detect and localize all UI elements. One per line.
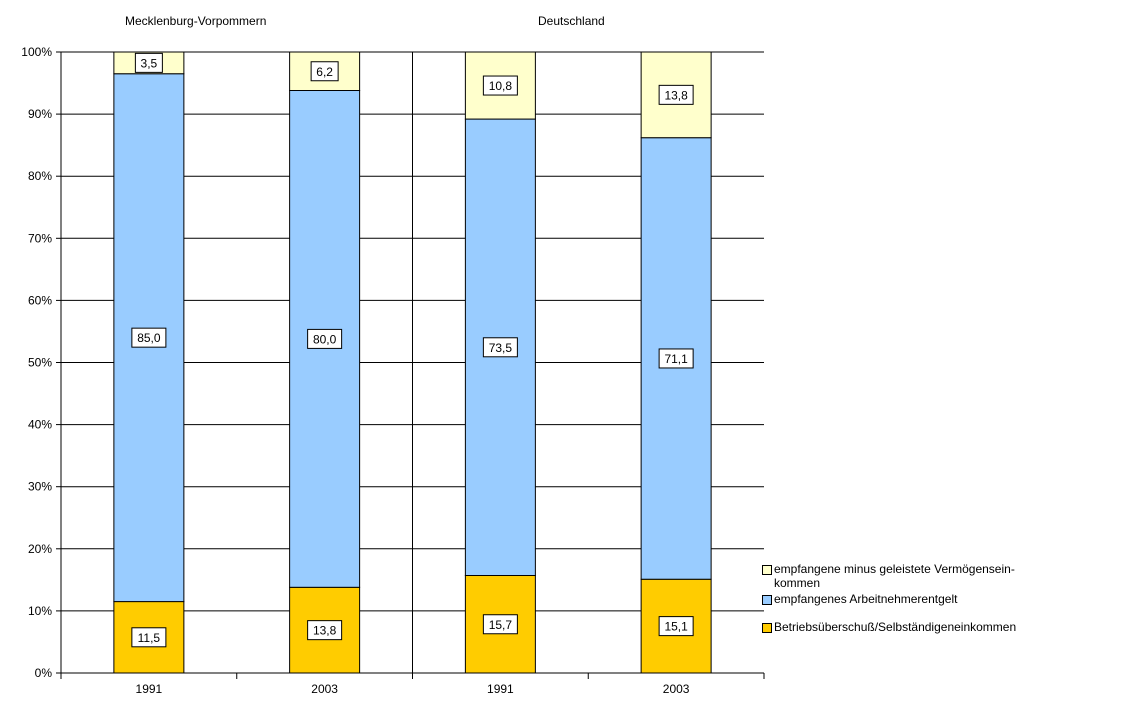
y-tick-label: 0%: [35, 666, 53, 680]
y-tick-label: 30%: [28, 480, 52, 494]
data-label: 80,0: [313, 332, 337, 346]
x-tick-label: 1991: [136, 682, 163, 696]
legend-label-vermoegenseinkommen: empfangene minus geleistete Vermögensein…: [774, 562, 1015, 590]
data-label-box: [482, 75, 518, 96]
legend-swatch-vermoegenseinkommen: [762, 565, 772, 575]
y-tick-label: 50%: [28, 356, 52, 370]
data-label-box: [658, 84, 694, 105]
group-title-mecklenburg-vorpommern: Mecklenburg-Vorpommern: [125, 14, 267, 28]
data-label-box: [134, 52, 163, 73]
x-tick-label: 1991: [487, 682, 514, 696]
data-label: 15,7: [489, 618, 513, 632]
data-label: 6,2: [316, 65, 333, 79]
legend-item-betriebsueberschuss: Betriebsüberschuß/Selbständigeneinkommen: [762, 620, 1141, 634]
data-label-box: [482, 337, 518, 358]
data-label: 13,8: [313, 624, 337, 638]
data-label: 85,0: [137, 331, 161, 345]
legend-label-arbeitnehmerentgelt: empfangenes Arbeitnehmerentgelt: [774, 592, 958, 606]
data-label: 15,1: [664, 620, 688, 634]
y-tick-label: 100%: [21, 45, 52, 59]
data-label: 3,5: [141, 56, 158, 70]
y-tick-label: 40%: [28, 418, 52, 432]
y-tick-label: 60%: [28, 293, 52, 307]
data-label-box: [131, 327, 167, 348]
legend-swatch-betriebsueberschuss: [762, 623, 772, 633]
x-tick-label: 2003: [311, 682, 338, 696]
data-label-box: [307, 328, 343, 349]
y-tick-label: 70%: [28, 231, 52, 245]
data-label-box: [658, 616, 694, 637]
legend-swatch-arbeitnehmerentgelt: [762, 595, 772, 605]
data-label-box: [307, 620, 343, 641]
data-label-box: [482, 614, 518, 635]
legend-item-arbeitnehmerentgelt: empfangenes Arbeitnehmerentgelt: [762, 592, 1141, 606]
data-label: 11,5: [138, 631, 161, 645]
y-tick-label: 80%: [28, 169, 52, 183]
data-label: 71,1: [664, 352, 688, 366]
bar-segment: [289, 586, 361, 674]
data-label: 13,8: [664, 88, 688, 102]
legend-item-vermoegenseinkommen: empfangene minus geleistete Vermögensein…: [762, 562, 1141, 590]
data-label: 10,8: [489, 79, 513, 93]
y-tick-label: 20%: [28, 542, 52, 556]
data-label-box: [131, 627, 167, 648]
data-label: 73,5: [489, 341, 513, 355]
y-tick-label: 10%: [28, 604, 52, 618]
y-tick-label: 90%: [28, 107, 52, 121]
data-label-box: [310, 61, 339, 82]
chart-legend: empfangene minus geleistete Vermögensein…: [762, 562, 1141, 634]
data-label-box: [658, 348, 694, 369]
group-title-deutschland: Deutschland: [538, 14, 605, 28]
x-tick-label: 2003: [663, 682, 690, 696]
legend-label-betriebsueberschuss: Betriebsüberschuß/Selbständigeneinkommen: [774, 620, 1017, 634]
